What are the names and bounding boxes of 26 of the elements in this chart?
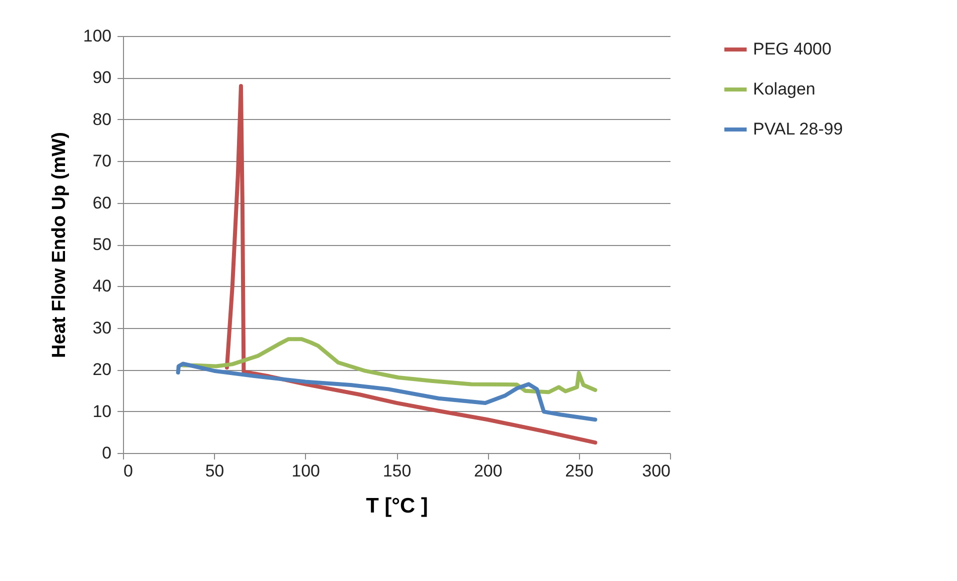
x-tick-label: 250	[565, 462, 594, 480]
y-tick-label: 0	[102, 444, 112, 462]
y-tick-label: 100	[83, 26, 112, 46]
x-tick-label: 200	[474, 462, 502, 480]
line-series	[176, 362, 598, 422]
line-series	[224, 84, 598, 445]
line-series	[181, 337, 598, 394]
y-tick-label: 50	[92, 235, 112, 254]
y-tick-label: 30	[92, 318, 112, 338]
y-tick-label: 20	[92, 360, 112, 380]
x-tick-label: 150	[382, 462, 412, 480]
x-tick-label: 50	[205, 462, 224, 480]
legend-label: PVAL 28-99	[753, 120, 843, 138]
y-tick-label: 60	[92, 193, 112, 212]
y-tick-label: 40	[92, 276, 112, 296]
y-tick-label: 80	[92, 110, 112, 129]
legend-label: PEG 4000	[753, 40, 832, 58]
y-axis-title: Heat Flow Endo Up (mW)	[49, 132, 70, 358]
x-axis-title: T [°C ]	[366, 494, 428, 518]
x-tick-label: 0	[124, 462, 133, 480]
y-tick-label: 90	[92, 68, 112, 88]
x-tick-label: 300	[642, 462, 670, 480]
legend-label: Kolagen	[753, 80, 816, 98]
y-tick-label: 70	[92, 152, 112, 171]
x-tick-label: 100	[292, 462, 320, 480]
y-tick-label: 10	[92, 402, 112, 421]
